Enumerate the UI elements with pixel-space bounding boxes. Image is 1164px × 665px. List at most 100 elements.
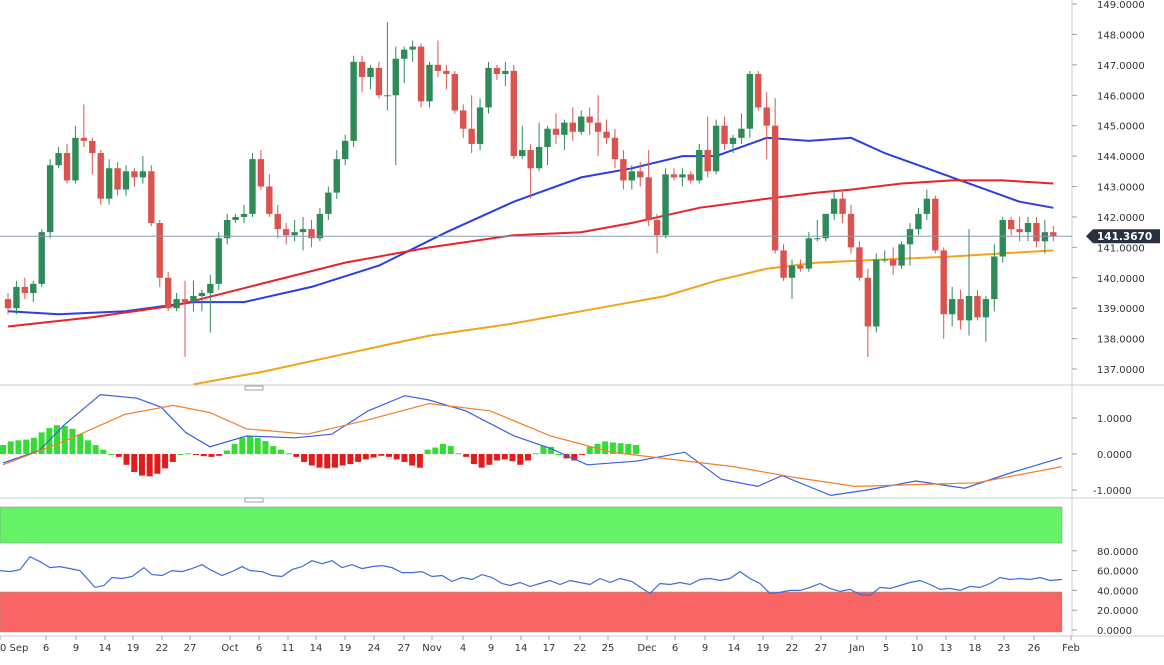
- candle[interactable]: [485, 61, 492, 114]
- candle[interactable]: [1024, 216, 1032, 242]
- candle[interactable]: [207, 274, 214, 333]
- candle[interactable]: [653, 213, 661, 254]
- candle[interactable]: [89, 137, 96, 175]
- candle[interactable]: [940, 247, 947, 339]
- candle[interactable]: [662, 168, 669, 239]
- candle[interactable]: [282, 223, 290, 245]
- candle[interactable]: [38, 229, 45, 287]
- candle[interactable]: [443, 64, 450, 90]
- candle[interactable]: [164, 271, 172, 312]
- candle[interactable]: [780, 244, 787, 281]
- candle[interactable]: [1016, 216, 1023, 242]
- candle[interactable]: [502, 61, 509, 87]
- candle[interactable]: [434, 40, 442, 78]
- candle[interactable]: [738, 113, 745, 144]
- candle[interactable]: [215, 232, 222, 290]
- candle[interactable]: [535, 122, 543, 172]
- candle[interactable]: [358, 55, 366, 93]
- candle[interactable]: [637, 162, 644, 187]
- candle[interactable]: [822, 213, 829, 242]
- candle[interactable]: [350, 55, 357, 147]
- candle[interactable]: [181, 280, 189, 357]
- candle[interactable]: [308, 219, 315, 248]
- candle[interactable]: [552, 113, 560, 144]
- candle[interactable]: [788, 259, 796, 300]
- candle[interactable]: [881, 250, 888, 263]
- candle[interactable]: [729, 134, 737, 154]
- candle[interactable]: [797, 259, 804, 272]
- candle[interactable]: [763, 92, 770, 160]
- candle[interactable]: [468, 95, 475, 154]
- candle[interactable]: [527, 143, 534, 199]
- candle[interactable]: [325, 186, 332, 220]
- candle[interactable]: [586, 107, 593, 135]
- candle[interactable]: [696, 143, 703, 184]
- candle[interactable]: [856, 241, 863, 281]
- candle[interactable]: [645, 150, 652, 227]
- candle[interactable]: [561, 119, 568, 151]
- candle[interactable]: [30, 280, 37, 303]
- candle[interactable]: [409, 40, 416, 62]
- candle[interactable]: [131, 168, 138, 187]
- candle[interactable]: [173, 292, 180, 312]
- candle[interactable]: [249, 153, 256, 217]
- candle[interactable]: [375, 61, 383, 99]
- candle[interactable]: [333, 150, 340, 199]
- candle[interactable]: [392, 46, 399, 166]
- candle[interactable]: [156, 219, 163, 287]
- candle[interactable]: [569, 107, 577, 141]
- candle[interactable]: [932, 195, 939, 254]
- candle[interactable]: [771, 98, 779, 254]
- candle[interactable]: [889, 247, 897, 275]
- candle[interactable]: [982, 296, 990, 342]
- candle[interactable]: [814, 219, 821, 242]
- candle[interactable]: [13, 280, 20, 315]
- candle[interactable]: [122, 165, 130, 196]
- candle[interactable]: [974, 289, 981, 321]
- candle[interactable]: [755, 70, 762, 111]
- candle[interactable]: [830, 189, 838, 220]
- candle[interactable]: [999, 216, 1006, 263]
- candle[interactable]: [721, 116, 728, 151]
- candle[interactable]: [965, 229, 973, 336]
- candle[interactable]: [957, 289, 964, 330]
- candle[interactable]: [223, 213, 231, 245]
- candle[interactable]: [493, 64, 501, 81]
- candle[interactable]: [915, 207, 922, 236]
- candle[interactable]: [620, 150, 627, 190]
- candle[interactable]: [679, 168, 686, 187]
- candle[interactable]: [417, 43, 425, 108]
- candle[interactable]: [97, 150, 104, 205]
- candle[interactable]: [451, 70, 458, 114]
- candle[interactable]: [578, 110, 585, 135]
- candle[interactable]: [948, 286, 956, 327]
- candle[interactable]: [898, 241, 905, 269]
- candle[interactable]: [906, 223, 914, 266]
- candle[interactable]: [21, 277, 29, 300]
- candle[interactable]: [1050, 226, 1057, 242]
- candle[interactable]: [873, 253, 880, 333]
- candle[interactable]: [746, 70, 754, 138]
- candle[interactable]: [384, 22, 391, 111]
- candle[interactable]: [519, 125, 526, 160]
- candle[interactable]: [460, 104, 467, 138]
- candle[interactable]: [190, 280, 197, 312]
- panel-resize-handle[interactable]: [244, 497, 264, 503]
- candle[interactable]: [257, 150, 265, 190]
- candle[interactable]: [401, 46, 408, 84]
- candle[interactable]: [63, 143, 71, 184]
- candle[interactable]: [864, 268, 872, 357]
- candle[interactable]: [704, 116, 711, 178]
- candle[interactable]: [72, 125, 79, 184]
- panel-resize-handle[interactable]: [244, 385, 264, 391]
- candle[interactable]: [198, 289, 206, 312]
- candle[interactable]: [1041, 219, 1049, 254]
- candle[interactable]: [4, 292, 12, 315]
- candle[interactable]: [712, 119, 720, 175]
- candle[interactable]: [476, 98, 484, 151]
- candle[interactable]: [611, 128, 619, 169]
- candle[interactable]: [232, 213, 239, 224]
- candle[interactable]: [510, 64, 517, 160]
- candle[interactable]: [687, 171, 695, 184]
- candle[interactable]: [274, 204, 281, 239]
